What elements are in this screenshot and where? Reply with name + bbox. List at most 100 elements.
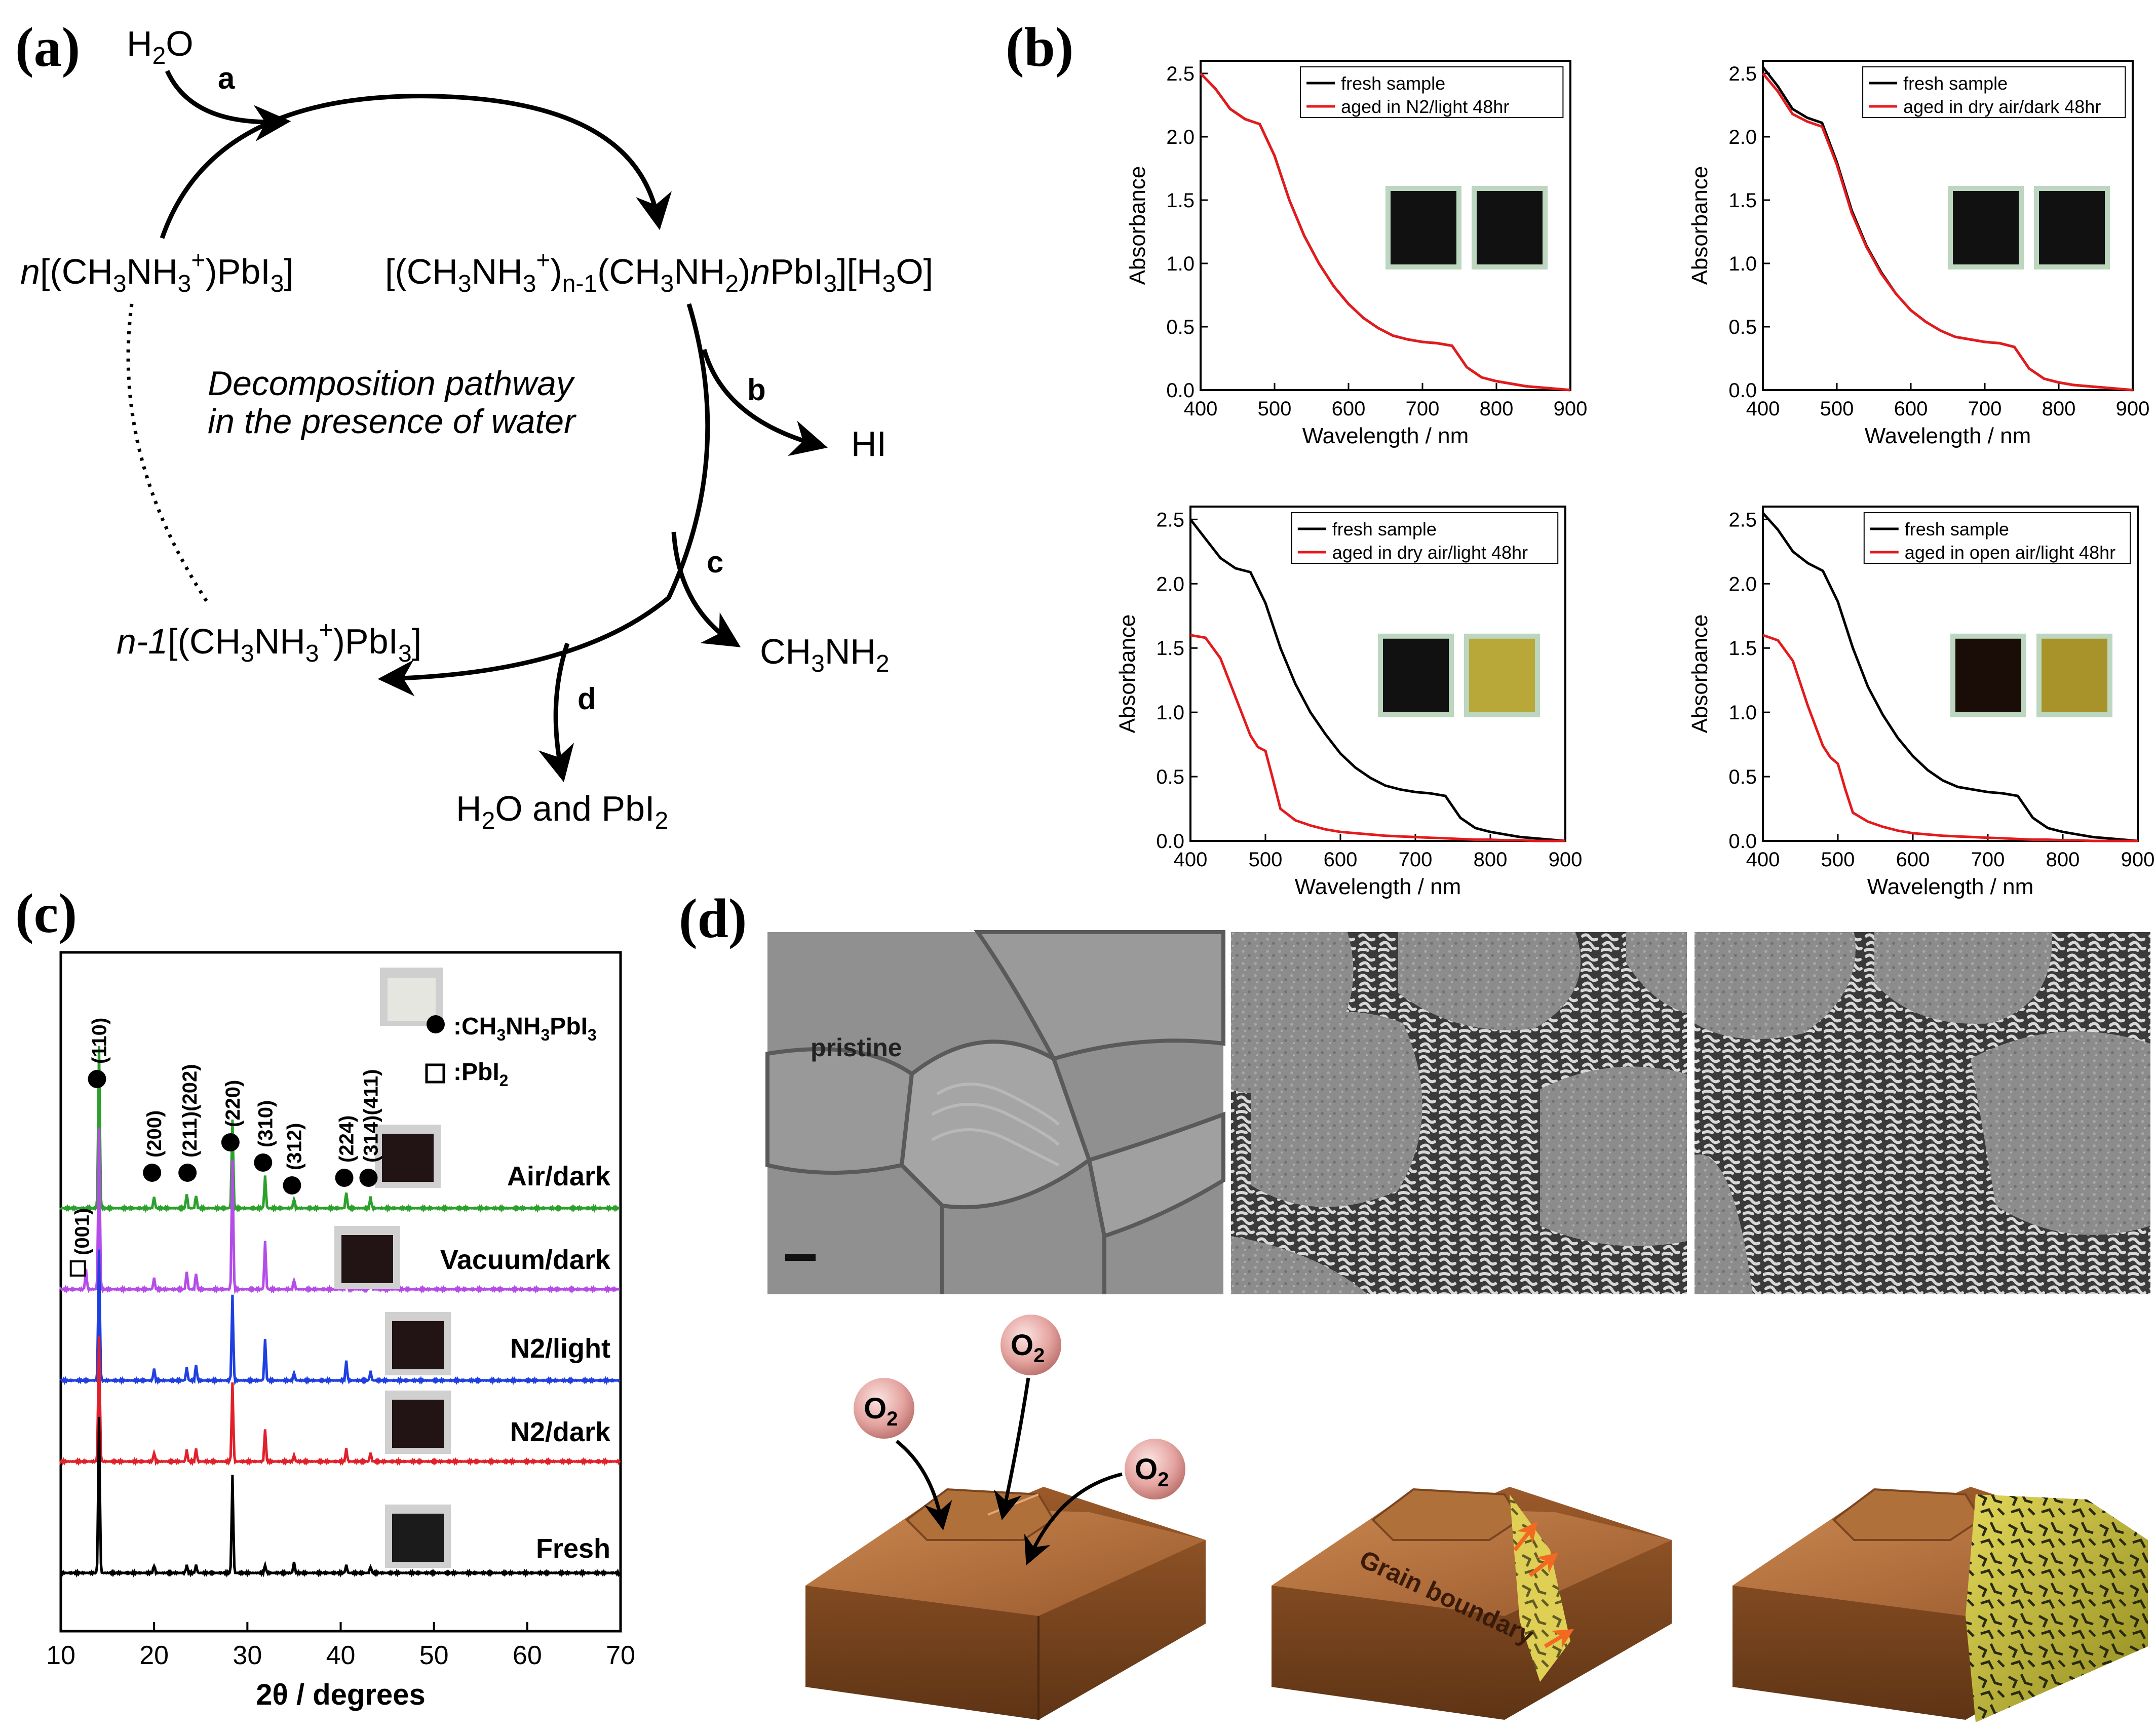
o2-bubble-1 xyxy=(854,1378,914,1439)
peak-index-label: (200) xyxy=(143,1110,166,1158)
sample-film-fresh xyxy=(1953,191,2019,264)
sem-pristine-label: pristine xyxy=(811,1033,902,1062)
legend-box xyxy=(1862,66,2126,118)
x-tick-label: 700 xyxy=(1399,849,1433,871)
panel-a: (a) H2O a b HI c CH3NH2 d H2O and PbI2 n… xyxy=(15,16,933,834)
peak-index-label: (211)(202) xyxy=(179,1064,201,1158)
series-line-aged xyxy=(1200,72,1571,392)
legend-entry: aged in dry air/dark 48hr xyxy=(1903,96,2101,117)
x-tick-label: 700 xyxy=(1406,398,1440,420)
x-tick-label: 900 xyxy=(2121,849,2155,871)
xrd-trace-3 xyxy=(59,1336,621,1467)
peak-index-label: (224) xyxy=(336,1115,358,1163)
peak-marker-perovskite xyxy=(221,1133,240,1151)
trace-label: Vacuum/dark xyxy=(440,1245,611,1275)
x-tick-label: 500 xyxy=(1821,849,1855,871)
y-tick-label: 1.0 xyxy=(1156,702,1184,724)
sample-film-aged xyxy=(2042,638,2107,712)
x-tick-label: 50 xyxy=(419,1641,449,1670)
step-a-label: a xyxy=(218,61,235,95)
xrd-trace-2 xyxy=(59,1249,621,1386)
y-tick-label: 1.5 xyxy=(1728,637,1757,660)
legend-entry: aged in open air/light 48hr xyxy=(1905,542,2115,563)
legend-pbi2-label: :PbI2 xyxy=(453,1059,508,1090)
legend-entry: aged in dry air/light 48hr xyxy=(1332,542,1528,563)
xrd-chart: 10 20 30 40 50 60 70 2θ / degrees Air/dark Vacuum… xyxy=(46,951,635,1711)
legend-perovskite-label: :CH3NH3PbI3 xyxy=(453,1013,597,1044)
y-axis-label: Absorbance xyxy=(1125,166,1150,285)
o2-bubble-2 xyxy=(1000,1315,1061,1375)
sem-image-degraded xyxy=(1695,932,2150,1294)
y-tick-label: 1.0 xyxy=(1728,702,1757,724)
peak-index-label: (110) xyxy=(89,1018,111,1064)
center-text-line2: in the presence of water xyxy=(208,402,576,441)
x-tick-label: 400 xyxy=(1184,398,1218,420)
sample-film-aged xyxy=(2039,191,2105,264)
schematic-grain-degraded xyxy=(1732,1487,2148,1722)
x-axis-label: Wavelength / nm xyxy=(1865,423,2031,448)
legend-perovskite-marker xyxy=(427,1015,445,1033)
y-axis-label: Absorbance xyxy=(1687,614,1712,734)
panel-c: (c) 10 20 30 40 50 60 70 2θ / degrees Air/dark Va… xyxy=(15,882,635,1711)
x-tick-label: 800 xyxy=(1480,398,1514,420)
cycle-bottom-arc xyxy=(377,303,710,697)
trace-label: N2/dark xyxy=(510,1417,611,1447)
y-tick-label: 2.5 xyxy=(1728,509,1757,531)
x-axis-label: Wavelength / nm xyxy=(1302,423,1469,448)
schematic-grain-boundary: Grain boundary xyxy=(1272,1487,1672,1720)
legend-entry: fresh sample xyxy=(1903,73,2008,94)
peak-marker-perovskite xyxy=(359,1169,378,1187)
reactant-species: n[(CH3NH3+)PbI3] xyxy=(20,247,294,297)
y-tick-label: 2.5 xyxy=(1156,509,1184,531)
sample-film-fresh xyxy=(1383,638,1449,712)
legend-entry: aged in N2/light 48hr xyxy=(1341,96,1509,117)
x-tick-label: 60 xyxy=(513,1641,542,1670)
x-tick-label: 600 xyxy=(1896,849,1930,871)
series-line-fresh xyxy=(1762,512,2138,842)
x-tick-label: 700 xyxy=(1971,849,2005,871)
center-text-line1: Decomposition pathway xyxy=(208,364,575,403)
step-b-label: b xyxy=(747,373,766,407)
sample-inset-film xyxy=(382,1134,434,1182)
y-tick-label: 0.0 xyxy=(1728,830,1757,853)
branch-d-arrow xyxy=(538,642,574,783)
x-tick-label: 800 xyxy=(1474,849,1508,871)
y-tick-label: 1.0 xyxy=(1728,253,1757,275)
y-tick-label: 0.0 xyxy=(1156,830,1184,853)
panel-b-label: (b) xyxy=(1006,16,1073,78)
legend-pbi2-marker xyxy=(425,1063,445,1084)
panel-b: (b) 400 500 600 700 800 900 0.0 0.5 1.0 1.5 2.0 2.5… xyxy=(1006,16,2154,899)
y-tick-label: 0.5 xyxy=(1156,766,1184,788)
y-tick-label: 2.0 xyxy=(1728,126,1757,148)
peak-index-label-001: (001) xyxy=(71,1208,94,1255)
intermediate-species: [(CH3NH3+)n-1(CH3NH2)nPbI3][H3O] xyxy=(385,247,933,297)
legend-box xyxy=(1300,66,1564,118)
trace-label: Air/dark xyxy=(507,1161,611,1191)
step-d-label: d xyxy=(578,682,596,716)
absorbance-chart-b1: 400 500 600 700 800 900 0.0 0.5 1.0 1.5 2.0 2.5 Wave… xyxy=(1125,60,1587,448)
sem-image-pristine: pristine xyxy=(765,930,1225,1294)
absorbance-chart-b4: 400 500 600 700 800 900 0.0 0.5 1.0 1.5 2.0 2.5 Wave… xyxy=(1687,506,2155,899)
x-tick-label: 800 xyxy=(2042,398,2076,420)
x-tick-label: 500 xyxy=(1258,398,1292,420)
plot-frame xyxy=(1762,60,2134,391)
schematic-grain-pristine xyxy=(805,1487,1206,1720)
x-tick-label: 500 xyxy=(1820,398,1854,420)
x-axis-label: Wavelength / nm xyxy=(1867,874,2034,899)
peak-marker-perovskite xyxy=(283,1176,301,1195)
legend-entry: fresh sample xyxy=(1905,519,2009,540)
x-tick-label: 400 xyxy=(1174,849,1208,871)
cycle-dotted-return xyxy=(126,303,209,604)
panel-d-label: (d) xyxy=(679,888,747,949)
peak-index-label: (312) xyxy=(283,1123,305,1170)
sample-inset-film xyxy=(341,1235,393,1283)
sample-film-aged xyxy=(1477,191,1543,264)
y-tick-label: 0.5 xyxy=(1728,766,1757,788)
series-line-aged xyxy=(1190,634,1565,842)
branch-b-arrow xyxy=(702,349,828,456)
peak-marker-perovskite xyxy=(143,1164,162,1182)
plot-frame xyxy=(1189,506,1566,842)
absorbance-chart-b3: 400 500 600 700 800 900 0.0 0.5 1.0 1.5 2.0 2.5 Wave… xyxy=(1115,506,1582,899)
